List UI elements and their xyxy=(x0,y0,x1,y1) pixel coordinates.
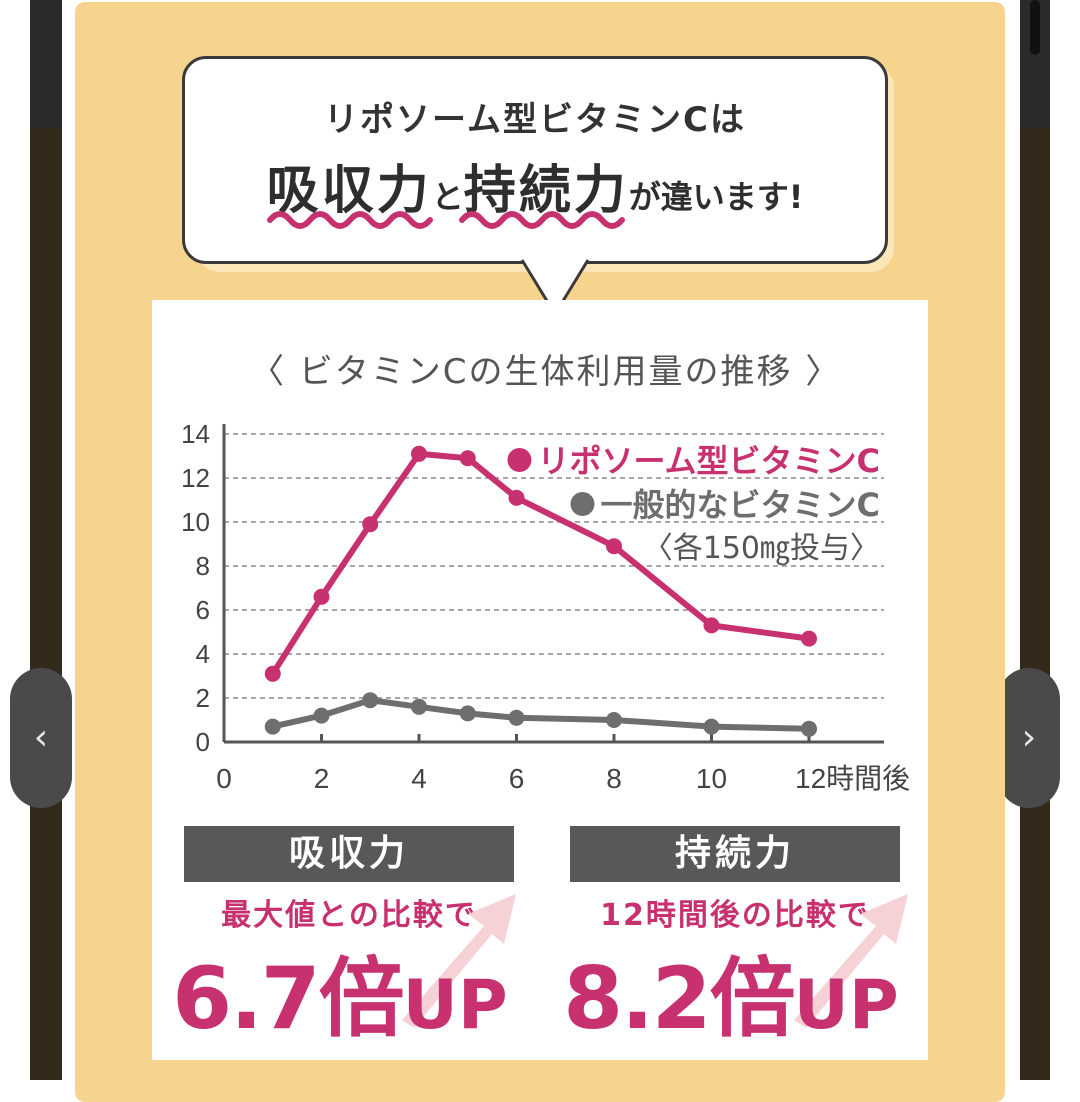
chart-panel xyxy=(152,300,928,1060)
keyword-duration: 持続力 xyxy=(463,161,629,221)
data-point-liposomal xyxy=(313,588,330,605)
y-tick-label: 12 xyxy=(181,463,210,493)
x-tick-label: 6 xyxy=(509,763,525,794)
duration-up-label: UP xyxy=(793,966,899,1045)
chevron-right-icon: › xyxy=(1021,717,1037,758)
left-background-strip xyxy=(30,0,62,1080)
data-point-liposomal xyxy=(362,516,379,533)
duration-value: 8.2倍 xyxy=(563,949,795,1049)
absorption-multiplier: 6.7倍UP xyxy=(170,928,510,1053)
legend-label: リポソーム型ビタミンC xyxy=(537,442,880,480)
data-point-liposomal xyxy=(459,450,476,467)
legend-label: 一般的なビタミンC xyxy=(601,486,881,524)
data-point-liposomal xyxy=(801,630,817,647)
x-tick-label: 10 xyxy=(696,763,727,794)
data-point-regular xyxy=(508,709,525,726)
data-point-regular xyxy=(411,698,427,715)
duration-up-arrow-icon xyxy=(794,894,908,1028)
legend-dose-note: 〈各150㎎投与〉 xyxy=(643,531,880,566)
chevron-left-icon: ‹ xyxy=(33,717,49,758)
legend-marker xyxy=(570,492,595,516)
data-point-liposomal xyxy=(411,445,427,462)
left-top-band xyxy=(30,0,62,128)
data-point-regular xyxy=(313,707,330,724)
absorption-up-arrow-icon xyxy=(402,894,516,1028)
y-tick-label: 6 xyxy=(196,595,210,625)
data-point-liposomal xyxy=(606,538,622,555)
data-point-regular xyxy=(606,712,622,728)
x-tick-label: 4 xyxy=(411,763,427,794)
duration-comparison-label: 12時間後の比較で xyxy=(600,898,870,933)
wave-underline-duration xyxy=(459,211,625,229)
duration-multiplier: 8.2倍UP xyxy=(556,928,906,1053)
legend-marker xyxy=(507,448,532,472)
y-tick-label: 10 xyxy=(181,507,210,537)
next-image-button[interactable]: › xyxy=(998,668,1060,808)
keyword-absorption: 吸収力 xyxy=(266,161,432,221)
data-point-liposomal xyxy=(264,665,281,682)
chart-title: 〈 ビタミンCの生体利用量の推移 〉 xyxy=(250,352,842,392)
bubble-tagline: 吸収力と持続力が違います! xyxy=(182,148,888,223)
speech-bubble xyxy=(182,56,888,264)
data-point-liposomal xyxy=(508,489,525,506)
data-point-regular xyxy=(459,705,476,722)
x-tick-label: 12時間後 xyxy=(795,763,910,794)
previous-image-button[interactable]: ‹ xyxy=(10,668,72,808)
absorption-up-label: UP xyxy=(402,966,508,1045)
data-point-regular xyxy=(801,720,817,737)
data-point-liposomal xyxy=(703,617,720,634)
data-point-regular xyxy=(264,718,281,735)
scrollbar-thumb[interactable] xyxy=(1030,0,1040,55)
tagline-conjunction: と xyxy=(431,178,464,216)
x-tick-label: 8 xyxy=(606,763,622,794)
data-point-regular xyxy=(362,692,379,709)
y-tick-label: 14 xyxy=(181,419,210,449)
tagline-ending: が違います! xyxy=(628,178,804,216)
absorption-heading: 吸収力 xyxy=(184,826,514,882)
y-tick-label: 8 xyxy=(196,551,210,581)
y-tick-label: 2 xyxy=(196,683,210,713)
bubble-headline: リポソーム型ビタミンCは xyxy=(324,100,746,140)
duration-heading: 持続力 xyxy=(570,826,900,882)
x-tick-label: 2 xyxy=(314,763,330,794)
data-point-regular xyxy=(703,718,720,735)
y-tick-label: 4 xyxy=(196,639,210,669)
x-tick-label: 0 xyxy=(216,763,232,794)
y-tick-label: 0 xyxy=(196,727,210,757)
absorption-comparison-label: 最大値との比較で xyxy=(221,898,477,933)
series-line-regular xyxy=(272,697,810,732)
absorption-value: 6.7倍 xyxy=(172,949,404,1049)
wave-underline-absorption xyxy=(267,211,433,229)
